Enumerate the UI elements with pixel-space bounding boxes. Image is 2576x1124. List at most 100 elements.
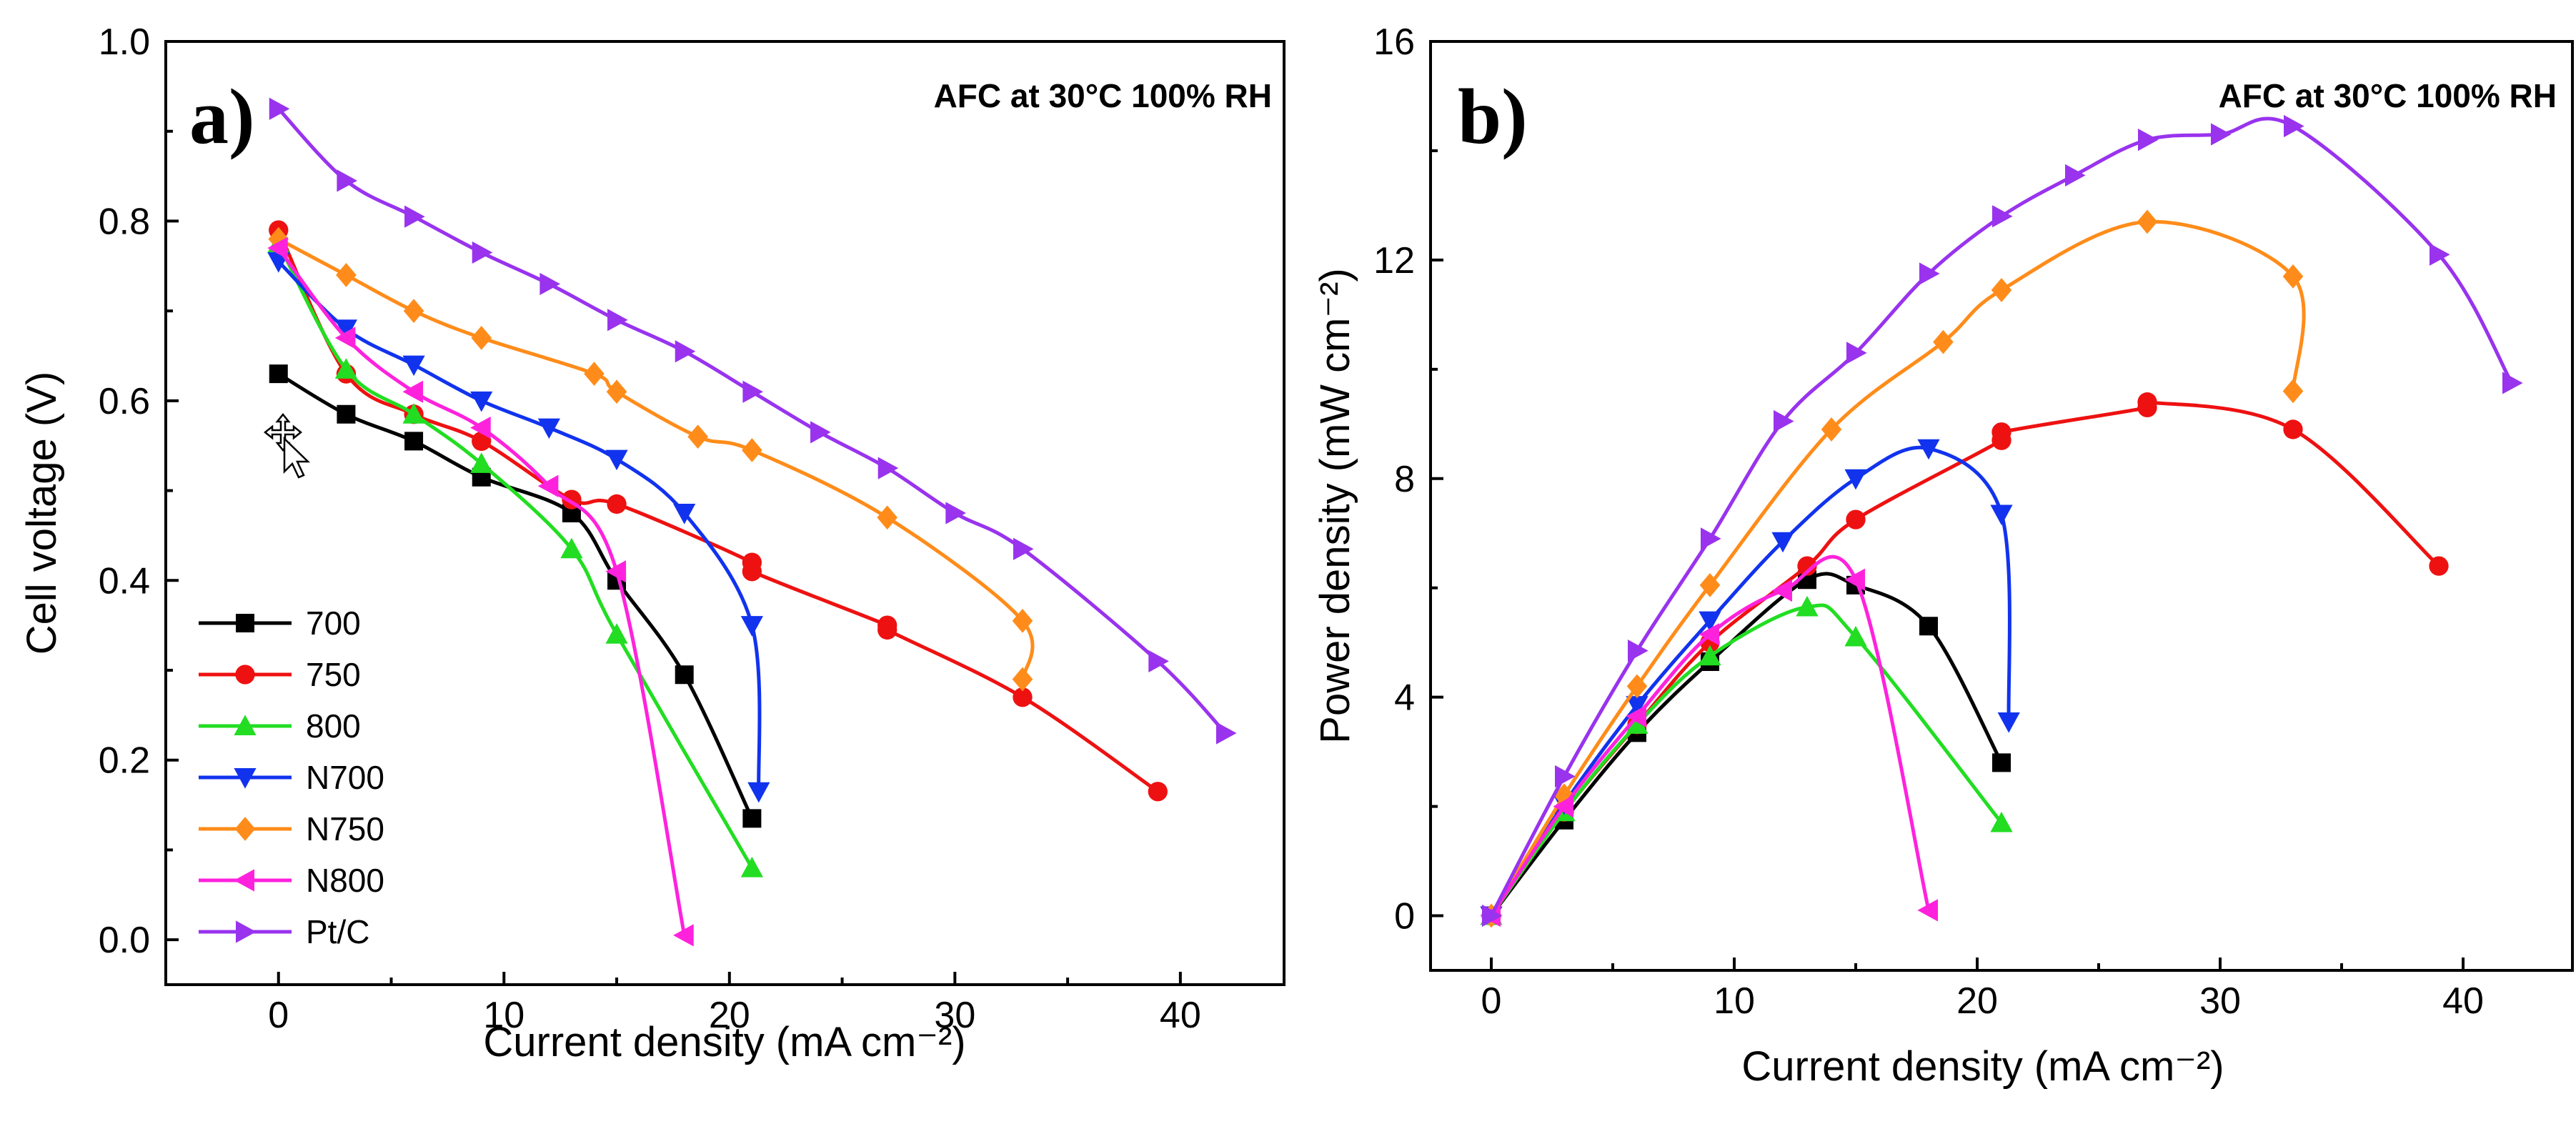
- panel-a-series-n700: [267, 252, 770, 803]
- panel-b-point-n800: [1553, 795, 1573, 818]
- panel-a-point-n750: [1012, 667, 1033, 692]
- panel-a-point-n750: [471, 325, 492, 350]
- panel-b-point-n750: [2282, 379, 2304, 404]
- legend-item: 750: [199, 656, 361, 693]
- panel-a-point-800: [334, 358, 358, 379]
- panel-a-point-ptc: [404, 205, 425, 228]
- legend-swatch-marker: [236, 614, 254, 632]
- panel-b-annotation: AFC at 30°C 100% RH: [2219, 77, 2557, 114]
- panel-b-point-750: [2137, 392, 2157, 412]
- legend-item: 700: [199, 605, 361, 642]
- panel-b-point-750: [1846, 509, 1866, 529]
- panel-a-series-ptc: [269, 97, 1237, 745]
- panel-a-point-n700: [537, 418, 560, 439]
- panel-a-axis-layer: 0 10 20 30 40 0.0 0.2 0.4 0.6 0.8 1.0: [99, 21, 1201, 1036]
- legend-label: N750: [306, 810, 384, 847]
- legend-item: N700: [199, 759, 384, 796]
- panel-b-y-tick-label: 12: [1373, 240, 1415, 282]
- legend-swatch-marker: [234, 869, 254, 892]
- panel-b-point-ptc: [1701, 527, 1721, 550]
- panel-a-point-n750: [403, 299, 424, 324]
- panel-a-point-n800: [673, 924, 694, 947]
- panel-b-point-n750: [1821, 417, 1842, 442]
- panel-a-point-n800: [267, 237, 288, 259]
- panel-a-point-n700: [605, 449, 628, 471]
- panel-a-legend: 700 750 800 N700 N750 N800 Pt/C: [199, 605, 384, 950]
- panel-b-point-ptc: [1555, 765, 1576, 788]
- panel-a-point-ptc: [539, 272, 560, 296]
- legend-swatch-marker: [234, 817, 256, 841]
- panel-b-plot-frame: [1429, 40, 2574, 972]
- panel-b-point-n750: [1991, 278, 2012, 302]
- panel-a-point-800: [560, 537, 583, 559]
- panel-b-y-tick-label: 0: [1394, 896, 1415, 938]
- panel-a-point-n750: [1012, 608, 1033, 633]
- panel-b-point-ptc: [1919, 262, 1940, 285]
- panel-b-point-800: [1796, 595, 1819, 617]
- panel-a-point-700: [675, 665, 694, 685]
- panel-a-y-tick-label: 0.0: [99, 920, 150, 961]
- panel-b-point-700: [1992, 753, 2011, 772]
- panel-a-x-tick-label: 40: [1160, 995, 1201, 1036]
- panel-b-x-tick-label: 40: [2442, 980, 2484, 1022]
- panel-a-line-ptc: [277, 106, 1228, 735]
- panel-a-y-tick-label: 0.2: [99, 740, 150, 782]
- panel-a-point-750: [742, 562, 762, 582]
- panel-b-point-n800: [1917, 899, 1938, 922]
- panel-a-y-tick-label: 0.4: [99, 560, 150, 602]
- panel-b-point-ptc: [1774, 409, 1794, 433]
- panel-a-point-ptc: [1013, 537, 1034, 560]
- panel-a-point-n800: [334, 327, 356, 349]
- panel-b-point-ptc: [1846, 342, 1867, 364]
- panel-a-point-n700: [740, 616, 763, 637]
- panel-b-y-axis-title: Power density (mW cm⁻²): [1312, 268, 1358, 743]
- legend-item: N800: [199, 862, 384, 899]
- panel-b-point-n800: [1626, 705, 1646, 728]
- legend-label: 700: [306, 605, 361, 642]
- panel-a-point-ptc: [810, 421, 831, 444]
- panel-b-point-750: [2429, 556, 2449, 576]
- panel-b-y-tick-label: 16: [1373, 21, 1415, 63]
- panel-b-letter: b): [1458, 73, 1528, 160]
- panel-b-point-n700: [1626, 696, 1648, 717]
- panel-b-x-tick-label: 0: [1481, 980, 1502, 1022]
- panel-b-axis-layer: 0 10 20 30 40 0 4 8 12 16: [1373, 21, 2484, 1022]
- panel-a-x-tick-label: 20: [709, 995, 750, 1036]
- panel-a-plot-frame: [164, 40, 1285, 986]
- panel-a-point-n750: [336, 262, 357, 287]
- panel-a-series-layer: [267, 97, 1237, 947]
- panel-a-x-tick-label: 10: [483, 995, 524, 1036]
- panel-a-annotation: AFC at 30°C 100% RH: [934, 77, 1272, 114]
- panel-a-chart: 0 10 20 30 40 0.0 0.2 0.4 0.6 0.8 1.0 a) AFC at 30…: [19, 21, 1285, 1065]
- legend-swatch-marker: [235, 665, 255, 685]
- panel-a-point-ptc: [269, 97, 290, 120]
- panel-a-point-ptc: [675, 340, 696, 363]
- panel-b-point-n700: [1771, 532, 1794, 553]
- panel-b-point-ptc: [2284, 114, 2304, 138]
- panel-a-point-n700: [747, 782, 770, 803]
- panel-b-point-750: [1797, 556, 1817, 576]
- panel-a-point-ptc: [742, 380, 763, 403]
- legend-swatch-marker: [234, 715, 257, 735]
- panel-a-point-ptc: [1215, 722, 1237, 745]
- panel-b-point-n800: [1844, 568, 1865, 591]
- panel-a-point-800: [740, 856, 763, 877]
- panel-a-point-n700: [334, 319, 358, 340]
- panel-a-point-n800: [402, 380, 424, 403]
- panel-b-point-n800: [1699, 623, 1719, 646]
- panel-a-point-ptc: [472, 241, 493, 264]
- panel-b-point-n800: [1771, 579, 1792, 602]
- panel-b-point-800: [1699, 645, 1721, 666]
- panel-a-point-800: [605, 623, 628, 644]
- panel-b-point-ptc: [2211, 123, 2232, 146]
- panel-b-point-n700: [1990, 504, 2013, 526]
- panel-b-point-ptc: [2502, 372, 2523, 394]
- panel-a-point-n800: [605, 560, 627, 583]
- panel-b-point-800: [1626, 713, 1648, 734]
- panel-b-point-ptc: [1628, 640, 1648, 662]
- panel-b-point-ptc: [2065, 164, 2086, 186]
- panel-b-point-ptc: [2138, 129, 2159, 151]
- panel-a-point-ptc: [877, 457, 899, 479]
